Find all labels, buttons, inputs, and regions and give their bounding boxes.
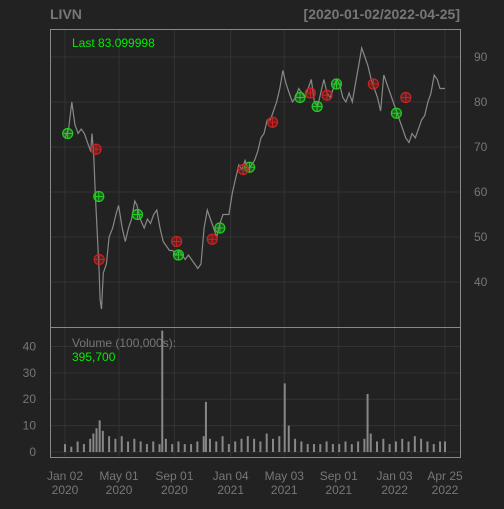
volume-tick-label: 0 [29, 445, 36, 459]
buy-signal [93, 190, 105, 203]
trade-signals [62, 78, 412, 266]
buy-signal [330, 78, 343, 90]
date-range-title: [2020-01-02/2022-04-25] [304, 6, 460, 22]
sell-signal [266, 116, 279, 128]
volume-bars [64, 330, 446, 452]
price-tick-label: 40 [474, 275, 488, 289]
time-tick-label: Sep 01 [320, 469, 358, 483]
price-line [64, 45, 445, 310]
price-tick-label: 60 [474, 185, 488, 199]
volume-axis: 0 10 20 30 40 [23, 339, 37, 459]
time-tick-year: 2020 [106, 483, 133, 497]
time-tick-year: 2021 [217, 483, 244, 497]
volume-panel-border [50, 327, 461, 458]
time-tick-label: May 01 [99, 469, 139, 483]
sell-signal [90, 143, 102, 155]
sell-signal [321, 89, 333, 101]
last-price-label: Last 83.099998 [72, 36, 155, 50]
price-tick-label: 50 [474, 230, 488, 244]
time-tick-year: 2020 [52, 483, 79, 497]
volume-tick-label: 10 [23, 419, 37, 433]
buy-signal [214, 222, 226, 234]
sell-signal [206, 233, 218, 245]
sell-signal [400, 91, 412, 104]
time-tick-label: Jan 04 [213, 469, 249, 483]
volume-tick-label: 20 [23, 392, 37, 406]
buy-signal [62, 127, 74, 140]
time-tick-year: 2021 [325, 483, 352, 497]
sell-signal [93, 253, 105, 266]
buy-signal [390, 107, 402, 119]
time-grid [64, 30, 446, 457]
time-tick-label: Jan 02 [47, 469, 83, 483]
volume-label: Volume (100,000s): [72, 336, 176, 350]
ticker-title: LIVN [50, 6, 82, 22]
price-panel-border [50, 29, 461, 328]
time-tick-year: 2020 [161, 483, 188, 497]
volume-tick-label: 30 [23, 366, 37, 380]
time-tick-label: Sep 01 [155, 469, 193, 483]
sell-signal [367, 78, 380, 90]
buy-signal [131, 208, 144, 221]
buy-signal [294, 91, 306, 104]
volume-value: 395,700 [72, 350, 116, 364]
price-tick-label: 70 [474, 140, 488, 154]
price-tick-label: 80 [474, 95, 488, 109]
time-tick-label: Jan 03 [377, 469, 413, 483]
time-tick-year: 2022 [381, 483, 408, 497]
sell-signal [171, 235, 183, 248]
sell-signal [237, 163, 249, 176]
price-grid [51, 56, 460, 283]
time-tick-year: 2021 [271, 483, 298, 497]
buy-signal [172, 249, 185, 261]
time-tick-year: 2022 [432, 483, 459, 497]
price-tick-label: 90 [474, 50, 488, 64]
time-tick-label: Apr 25 [427, 469, 463, 483]
time-tick-label: May 03 [265, 469, 305, 483]
sell-signal [304, 87, 316, 99]
volume-tick-label: 40 [23, 339, 37, 353]
buy-signal [311, 100, 323, 113]
price-axis: 40 50 60 70 80 90 [474, 50, 488, 289]
